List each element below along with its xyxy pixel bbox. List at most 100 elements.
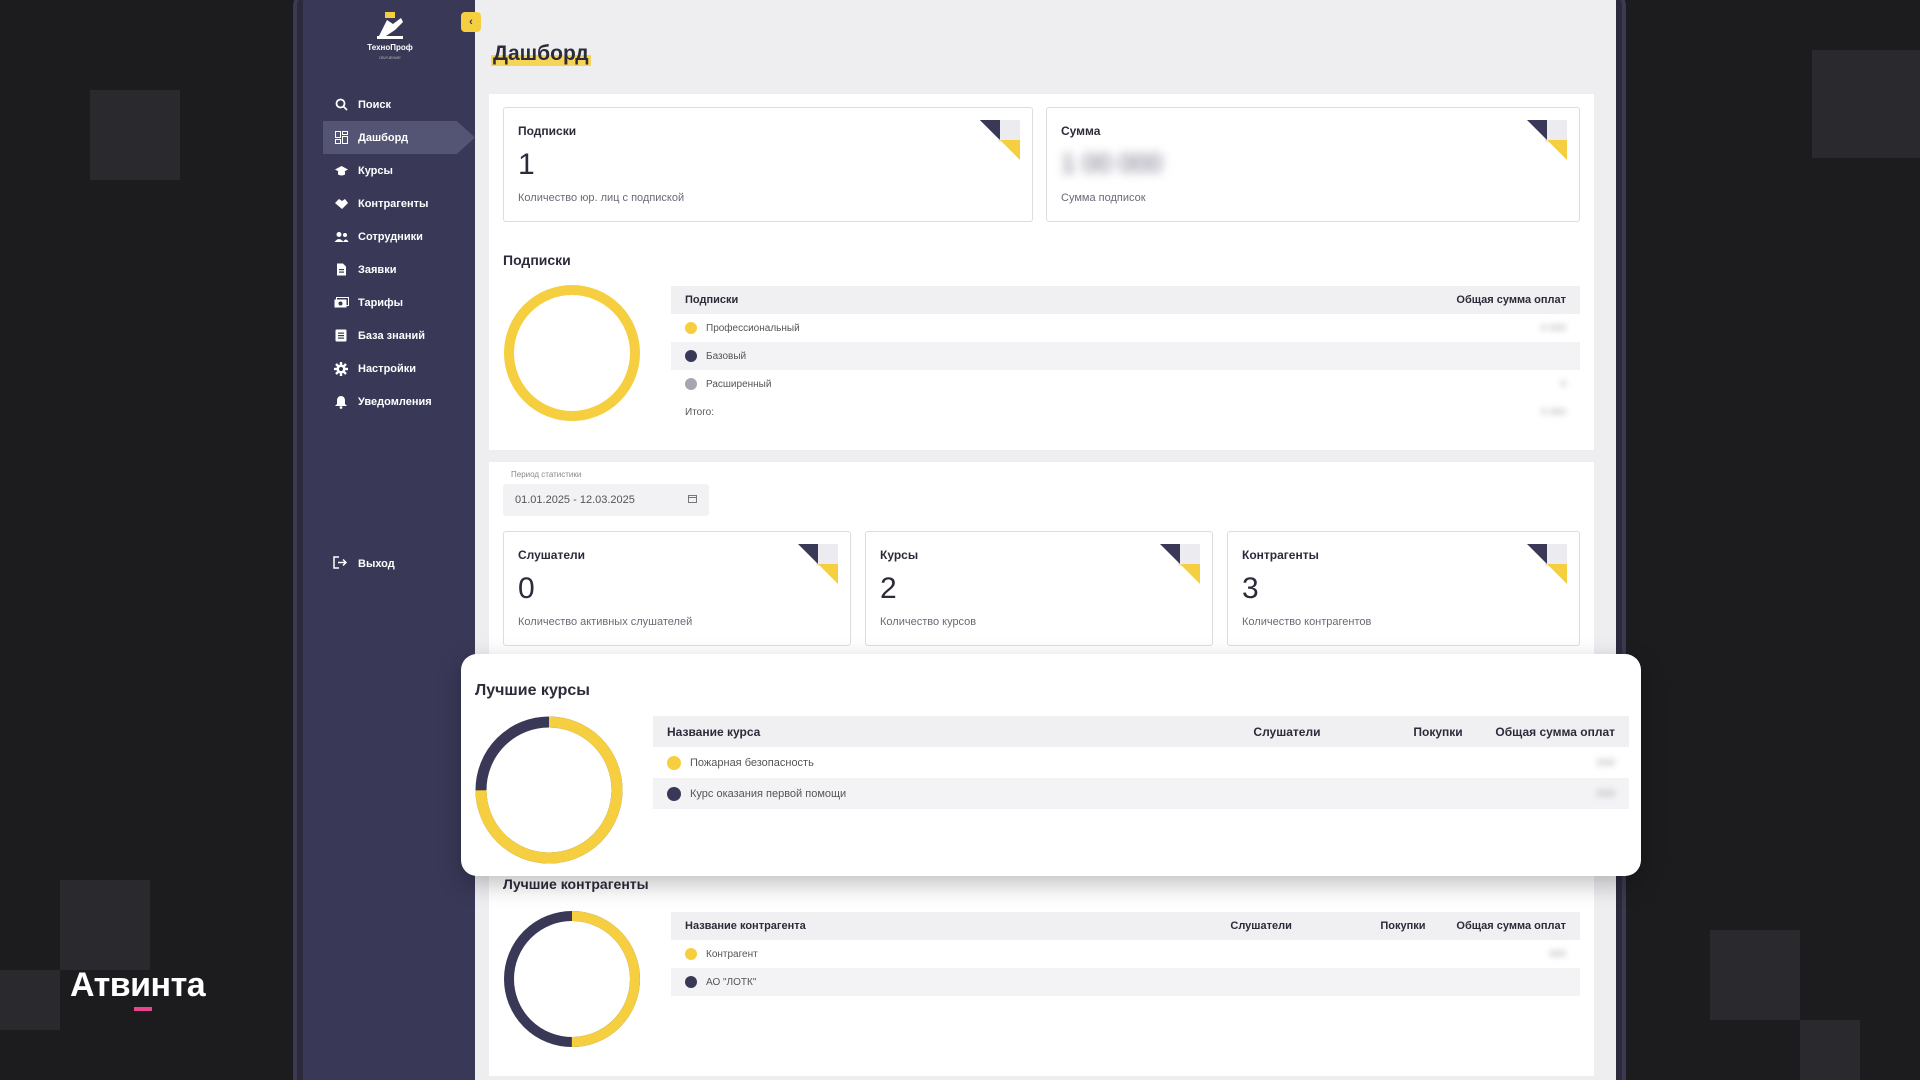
sidebar-item-contractors[interactable]: Контрагенты <box>323 187 475 220</box>
legend-dot <box>685 976 697 988</box>
table-row: Контрагент 000 <box>671 940 1580 968</box>
legend-dot <box>667 755 681 770</box>
column-header: Общая сумма оплат <box>1456 920 1566 932</box>
sidebar-item-courses[interactable]: Курсы <box>323 154 475 187</box>
table-row-total: Итого: 0 000 <box>671 398 1580 426</box>
card-value: 3 <box>1242 572 1259 605</box>
card-description: Количество юр. лиц с подпиской <box>518 192 685 204</box>
stat-card-listeners: Слушатели 0 Количество активных слушател… <box>503 531 851 646</box>
document-icon <box>333 262 349 278</box>
legend-dot <box>685 350 697 362</box>
card-label: Подписки <box>518 124 577 138</box>
card-value: 2 <box>880 572 897 605</box>
row-value: 0 000 <box>1540 322 1566 334</box>
card-label: Контрагенты <box>1242 548 1319 562</box>
sidebar-item-label: Контрагенты <box>358 197 429 210</box>
corner-decoration-icon <box>1160 544 1200 584</box>
table-row: Профессиональный 0 000 <box>671 314 1580 342</box>
total-value: 0 000 <box>1540 406 1566 418</box>
app-window: ТехноПроф ОБУЧЕНИЕ Поиск Дашборд Курсы К… <box>303 0 1616 1080</box>
card-label: Курсы <box>880 548 919 562</box>
bell-icon <box>333 394 349 410</box>
row-name: Курс оказания первой помощи <box>690 787 847 800</box>
background-square <box>0 970 60 1030</box>
stat-card-sum: Сумма 1 00 000 Сумма подписок <box>1046 107 1580 222</box>
page-title: Дашборд <box>491 42 591 66</box>
table-row: Расширенный 0 <box>671 370 1580 398</box>
corner-decoration-icon <box>980 120 1020 160</box>
main-content: Дашборд Подписки 1 Количество юр. лиц с … <box>475 0 1616 1080</box>
table-header: Подписки Общая сумма оплат <box>671 286 1580 314</box>
card-description: Количество контрагентов <box>1242 616 1372 628</box>
corner-decoration-icon <box>798 544 838 584</box>
table-row: Курс оказания первой помощи 000 <box>653 778 1629 809</box>
corner-decoration-icon <box>1527 120 1567 160</box>
row-name: АО "ЛОТК" <box>706 976 757 988</box>
row-value: 0 <box>1560 378 1566 390</box>
card-label: Слушатели <box>518 548 586 562</box>
card-value: 1 <box>518 148 535 181</box>
sidebar-item-employees[interactable]: Сотрудники <box>323 220 475 253</box>
calendar-icon <box>688 494 697 506</box>
graduation-cap-icon <box>333 163 349 179</box>
corner-decoration-icon <box>1527 544 1567 584</box>
brand-underline <box>134 1007 152 1011</box>
period-label: Период статистики <box>511 470 582 479</box>
background-square <box>1710 930 1800 1020</box>
sidebar-item-label: Курсы <box>358 164 393 177</box>
row-name: Профессиональный <box>706 322 800 334</box>
table-header: Название контрагента Слушатели Покупки О… <box>671 912 1580 940</box>
card-description: Количество курсов <box>880 616 977 628</box>
legend-dot <box>685 948 697 960</box>
collapse-sidebar-button[interactable]: ‹ <box>461 12 481 32</box>
sidebar-item-notifications[interactable]: Уведомления <box>323 385 475 418</box>
sidebar-item-tariffs[interactable]: Тарифы <box>323 286 475 319</box>
stat-card-subscriptions: Подписки 1 Количество юр. лиц с подписко… <box>503 107 1033 222</box>
row-value: 000 <box>1596 787 1615 800</box>
period-date-input[interactable]: 01.01.2025 - 12.03.2025 <box>503 484 709 516</box>
handshake-icon <box>333 196 349 212</box>
sidebar-nav: Поиск Дашборд Курсы Контрагенты Сотрудни… <box>323 88 475 418</box>
logo-name: ТехноПроф <box>367 43 413 52</box>
table-header: Название курса Слушатели Покупки Общая с… <box>653 716 1629 747</box>
sidebar-item-search[interactable]: Поиск <box>323 88 475 121</box>
best-courses-panel: Лучшие курсы Название курса Слушатели По… <box>461 654 1641 876</box>
sidebar-item-label: Тарифы <box>358 296 404 309</box>
column-header: Название контрагента <box>685 920 806 932</box>
column-header: Покупки <box>1380 920 1426 932</box>
sidebar-item-requests[interactable]: Заявки <box>323 253 475 286</box>
row-name: Контрагент <box>706 948 758 960</box>
sidebar-item-label: Дашборд <box>358 131 409 144</box>
background-square <box>60 880 150 970</box>
dashboard-icon <box>333 130 349 146</box>
chevron-left-icon: ‹ <box>469 16 473 28</box>
statistics-panel: Период статистики 01.01.2025 - 12.03.202… <box>489 462 1594 662</box>
app-logo[interactable]: ТехноПроф ОБУЧЕНИЕ <box>355 10 425 60</box>
row-name: Базовый <box>706 350 747 362</box>
row-name: Пожарная безопасность <box>690 756 814 769</box>
sidebar-item-label: База знаний <box>358 329 426 342</box>
search-icon <box>333 97 349 113</box>
sidebar-item-knowledge-base[interactable]: База знаний <box>323 319 475 352</box>
background-square <box>1800 1020 1860 1080</box>
column-header: Покупки <box>1413 724 1463 739</box>
background-square <box>90 90 180 180</box>
card-description: Количество активных слушателей <box>518 616 693 628</box>
best-courses-donut-chart <box>475 716 623 864</box>
sidebar-item-dashboard[interactable]: Дашборд <box>323 121 475 154</box>
row-name: Расширенный <box>706 378 772 390</box>
book-icon <box>333 328 349 344</box>
table-row: Базовый <box>671 342 1580 370</box>
column-header: Подписки <box>685 294 739 306</box>
logout-icon <box>333 556 349 572</box>
sidebar-item-settings[interactable]: Настройки <box>323 352 475 385</box>
card-value: 0 <box>518 572 535 605</box>
sidebar-item-label: Поиск <box>358 98 392 111</box>
users-icon <box>333 229 349 245</box>
row-value: 000 <box>1596 756 1615 769</box>
card-label: Сумма <box>1061 124 1101 138</box>
logout-button[interactable]: Выход <box>333 556 395 572</box>
subscriptions-donut-chart <box>504 285 640 421</box>
column-header: Слушатели <box>1253 724 1321 739</box>
stat-card-courses: Курсы 2 Количество курсов <box>865 531 1213 646</box>
